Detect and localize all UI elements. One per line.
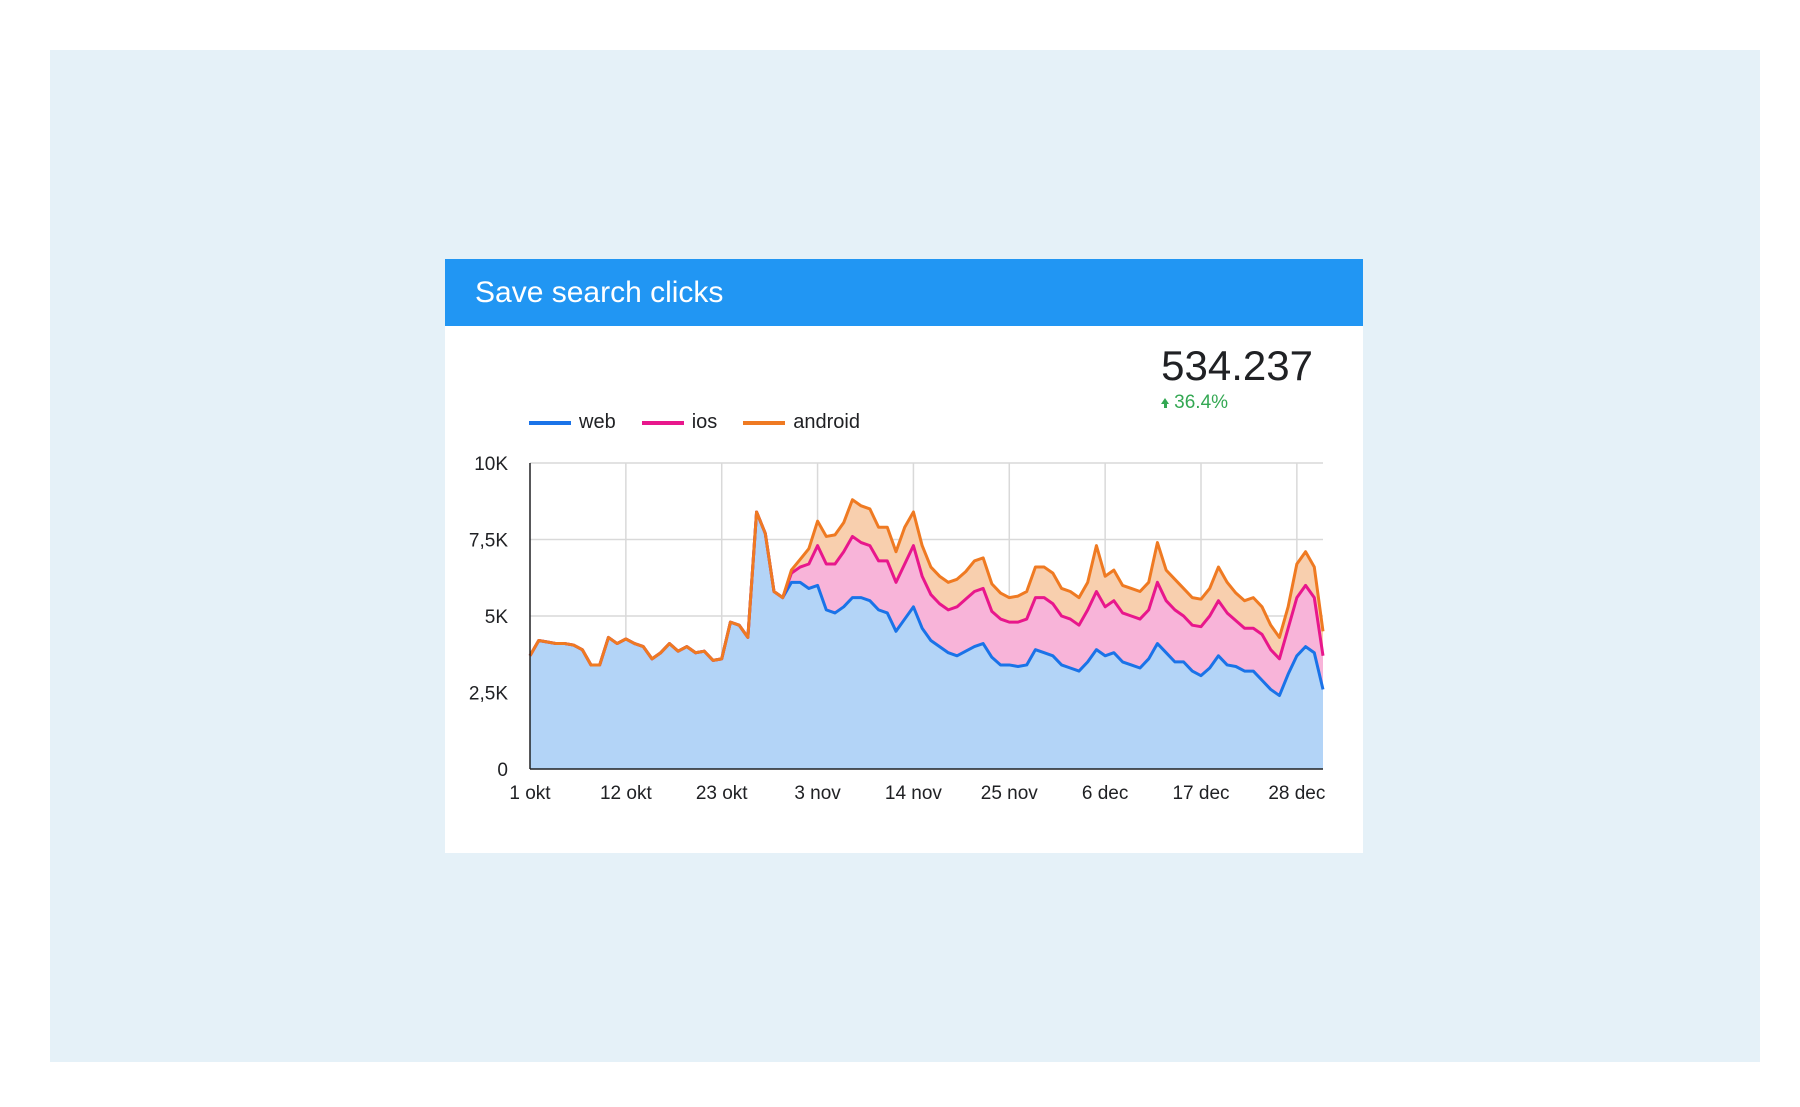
- legend-label-ios: ios: [691, 411, 718, 433]
- legend-swatch-web: [529, 420, 571, 425]
- y-tick-label: 10K: [474, 454, 508, 475]
- score-delta-value: 36.4%: [1174, 392, 1229, 413]
- scorecard: 534.237 36.4%: [1161, 343, 1313, 415]
- x-tick-label: 6 dec: [1082, 783, 1128, 804]
- x-tick-label: 23 okt: [696, 783, 748, 804]
- area-web: [530, 511, 1323, 769]
- area-ios: [530, 511, 1323, 696]
- x-tick-label: 17 dec: [1172, 783, 1229, 804]
- x-tick-label: 28 dec: [1268, 783, 1325, 804]
- chart-card: Save search clicks 534.237 36.4% web ios…: [445, 259, 1363, 853]
- chart-legend: web ios android: [529, 411, 860, 434]
- arrow-up-icon: [1161, 398, 1170, 408]
- score-delta: 36.4%: [1161, 391, 1313, 415]
- score-value: 534.237: [1161, 342, 1313, 389]
- legend-item-web[interactable]: web: [529, 411, 616, 434]
- x-tick-label: 25 nov: [981, 783, 1039, 804]
- x-tick-label: 3 nov: [794, 783, 841, 804]
- x-tick-label: 14 nov: [885, 783, 943, 804]
- area-chart: 0 2,5K 5K 7,5K 10K 1 okt 12 okt 23 okt 3 nov 14 n…: [469, 454, 1325, 804]
- card-title: Save search clicks: [475, 276, 724, 309]
- legend-label-android: android: [793, 411, 860, 433]
- y-tick-label: 5K: [485, 607, 509, 628]
- x-tick-label: 1 okt: [509, 783, 551, 804]
- legend-item-android[interactable]: android: [743, 411, 860, 434]
- x-tick-label: 12 okt: [600, 783, 652, 804]
- y-tick-label: 2,5K: [469, 684, 508, 705]
- card-header: Save search clicks: [445, 259, 1363, 326]
- legend-swatch-android: [743, 420, 786, 425]
- y-tick-label: 7,5K: [469, 531, 508, 552]
- legend-label-web: web: [579, 411, 616, 433]
- y-tick-label: 0: [497, 760, 508, 781]
- series-line-android: [528, 498, 1325, 667]
- legend-swatch-ios: [641, 420, 684, 425]
- legend-item-ios[interactable]: ios: [641, 411, 718, 434]
